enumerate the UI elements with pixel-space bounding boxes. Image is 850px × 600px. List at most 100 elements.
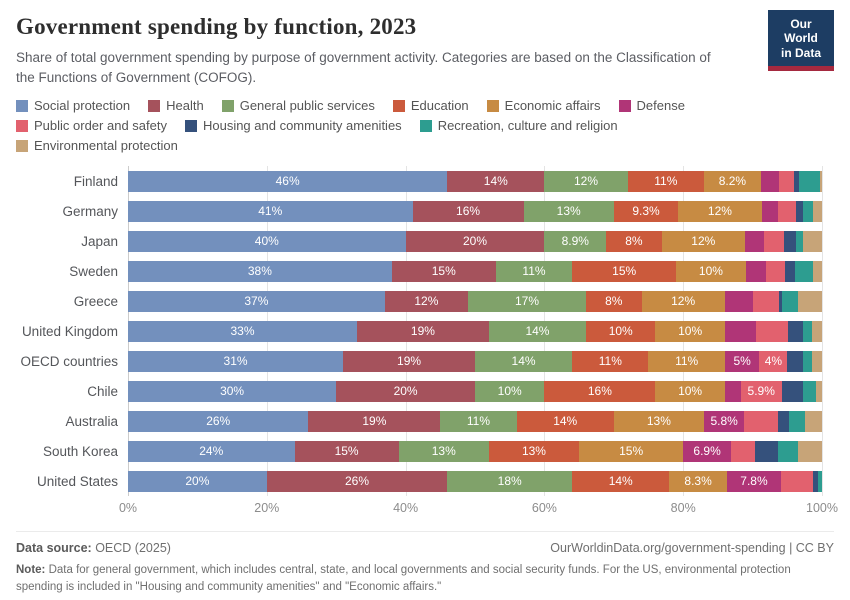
bar-segment-public-order-and-safety[interactable] bbox=[765, 260, 786, 282]
bar-segment-recreation-culture-and-religion[interactable] bbox=[802, 200, 813, 222]
bar-segment-education[interactable]: 10% bbox=[586, 320, 656, 342]
bar-segment-environmental-protection[interactable] bbox=[798, 290, 822, 312]
bar-segment-social-protection[interactable]: 30% bbox=[128, 380, 337, 402]
bar-segment-defense[interactable] bbox=[724, 320, 757, 342]
bar-segment-economic-affairs[interactable]: 10% bbox=[676, 260, 746, 282]
legend-item-education[interactable]: Education bbox=[392, 98, 469, 113]
bar-segment-defense[interactable] bbox=[724, 290, 753, 312]
bar-segment-general-public-services[interactable]: 11% bbox=[495, 260, 573, 282]
bar-segment-economic-affairs[interactable]: 12% bbox=[661, 230, 745, 252]
bar-segment-housing-and-community-amenities[interactable] bbox=[777, 410, 789, 432]
bar-segment-education[interactable]: 8% bbox=[606, 230, 662, 252]
bar-segment-defense[interactable]: 6.9% bbox=[683, 440, 732, 462]
bar-segment-economic-affairs[interactable]: 10% bbox=[655, 320, 725, 342]
bar-segment-recreation-culture-and-religion[interactable] bbox=[795, 230, 803, 252]
bar-segment-social-protection[interactable]: 41% bbox=[128, 200, 413, 222]
bar-segment-health[interactable]: 26% bbox=[266, 470, 448, 492]
bar-segment-housing-and-community-amenities[interactable] bbox=[794, 170, 800, 192]
bar-segment-economic-affairs[interactable]: 13% bbox=[613, 410, 704, 432]
bar-segment-general-public-services[interactable]: 14% bbox=[474, 350, 573, 372]
bar-segment-general-public-services[interactable]: 17% bbox=[468, 290, 586, 312]
bar-segment-recreation-culture-and-religion[interactable] bbox=[803, 320, 813, 342]
bar-segment-general-public-services[interactable]: 14% bbox=[488, 320, 587, 342]
bar-segment-public-order-and-safety[interactable]: 5.9% bbox=[740, 380, 782, 402]
bar-segment-public-order-and-safety[interactable] bbox=[756, 320, 788, 342]
bar-segment-education[interactable]: 15% bbox=[572, 260, 677, 282]
bar-segment-environmental-protection[interactable] bbox=[819, 170, 822, 192]
bar-segment-general-public-services[interactable]: 8.9% bbox=[544, 230, 607, 252]
bar-segment-housing-and-community-amenities[interactable] bbox=[783, 230, 796, 252]
legend-item-defense[interactable]: Defense bbox=[618, 98, 685, 113]
bar-segment-environmental-protection[interactable] bbox=[811, 350, 822, 372]
bar-segment-social-protection[interactable]: 33% bbox=[128, 320, 358, 342]
country-label-sweden[interactable]: Sweden bbox=[69, 263, 118, 279]
bar-segment-general-public-services[interactable]: 13% bbox=[398, 440, 489, 462]
bar-segment-health[interactable]: 12% bbox=[384, 290, 469, 312]
bar-segment-environmental-protection[interactable] bbox=[812, 260, 822, 282]
bar-segment-housing-and-community-amenities[interactable] bbox=[796, 200, 803, 222]
bar-segment-social-protection[interactable]: 37% bbox=[128, 290, 385, 312]
bar-segment-housing-and-community-amenities[interactable] bbox=[781, 380, 803, 402]
bar-segment-social-protection[interactable]: 40% bbox=[128, 230, 406, 252]
country-label-germany[interactable]: Germany bbox=[62, 203, 118, 219]
bar-segment-environmental-protection[interactable] bbox=[812, 320, 822, 342]
bar-segment-defense[interactable] bbox=[745, 260, 766, 282]
bar-segment-housing-and-community-amenities[interactable] bbox=[755, 440, 778, 462]
bar-segment-general-public-services[interactable]: 18% bbox=[447, 470, 573, 492]
bar-segment-general-public-services[interactable]: 11% bbox=[440, 410, 517, 432]
bar-segment-economic-affairs[interactable]: 15% bbox=[579, 440, 684, 462]
bar-segment-social-protection[interactable]: 38% bbox=[128, 260, 392, 282]
bar-segment-environmental-protection[interactable] bbox=[815, 380, 822, 402]
country-label-australia[interactable]: Australia bbox=[65, 413, 118, 429]
bar-segment-defense[interactable] bbox=[724, 380, 741, 402]
bar-segment-housing-and-community-amenities[interactable] bbox=[812, 470, 818, 492]
bar-segment-education[interactable]: 16% bbox=[544, 380, 656, 402]
legend-item-housing-and-community-amenities[interactable]: Housing and community amenities bbox=[184, 118, 402, 133]
bar-segment-environmental-protection[interactable] bbox=[802, 230, 822, 252]
bar-segment-economic-affairs[interactable]: 12% bbox=[678, 200, 762, 222]
bar-segment-recreation-culture-and-religion[interactable] bbox=[777, 440, 799, 462]
country-label-united-states[interactable]: United States bbox=[36, 473, 118, 489]
bar-segment-general-public-services[interactable]: 10% bbox=[474, 380, 545, 402]
legend-item-social-protection[interactable]: Social protection bbox=[16, 98, 130, 113]
bar-segment-housing-and-community-amenities[interactable] bbox=[787, 350, 803, 372]
bar-segment-recreation-culture-and-religion[interactable] bbox=[788, 410, 805, 432]
country-label-oecd-countries[interactable]: OECD countries bbox=[20, 353, 118, 369]
bar-segment-social-protection[interactable]: 20% bbox=[128, 470, 267, 492]
bar-segment-environmental-protection[interactable] bbox=[804, 410, 822, 432]
bar-segment-education[interactable]: 11% bbox=[572, 350, 649, 372]
bar-segment-public-order-and-safety[interactable] bbox=[752, 290, 779, 312]
bar-segment-economic-affairs[interactable]: 8.2% bbox=[703, 170, 761, 192]
bar-segment-health[interactable]: 15% bbox=[294, 440, 399, 462]
bar-segment-recreation-culture-and-religion[interactable] bbox=[799, 170, 820, 192]
bar-segment-public-order-and-safety[interactable] bbox=[781, 470, 813, 492]
country-label-greece[interactable]: Greece bbox=[73, 293, 118, 309]
bar-segment-economic-affairs[interactable]: 8.3% bbox=[669, 470, 727, 492]
bar-segment-education[interactable]: 14% bbox=[516, 410, 614, 432]
country-label-united-kingdom[interactable]: United Kingdom bbox=[21, 323, 118, 339]
bar-segment-recreation-culture-and-religion[interactable] bbox=[817, 470, 822, 492]
bar-segment-public-order-and-safety[interactable] bbox=[764, 230, 784, 252]
bar-segment-environmental-protection[interactable] bbox=[812, 200, 822, 222]
bar-segment-public-order-and-safety[interactable] bbox=[777, 200, 797, 222]
legend-item-health[interactable]: Health bbox=[148, 98, 204, 113]
country-label-south-korea[interactable]: South Korea bbox=[42, 443, 118, 459]
bar-segment-health[interactable]: 19% bbox=[357, 320, 489, 342]
bar-segment-defense[interactable]: 5% bbox=[724, 350, 760, 372]
bar-segment-defense[interactable] bbox=[744, 230, 765, 252]
bar-segment-public-order-and-safety[interactable]: 4% bbox=[759, 350, 788, 372]
bar-segment-education[interactable]: 9.3% bbox=[613, 200, 679, 222]
legend-item-recreation-culture-and-religion[interactable]: Recreation, culture and religion bbox=[419, 118, 618, 133]
legend-item-general-public-services[interactable]: General public services bbox=[221, 98, 375, 113]
bar-segment-public-order-and-safety[interactable] bbox=[744, 410, 778, 432]
bar-segment-education[interactable]: 11% bbox=[627, 170, 704, 192]
bar-segment-defense[interactable] bbox=[760, 170, 779, 192]
bar-segment-housing-and-community-amenities[interactable] bbox=[787, 320, 804, 342]
bar-segment-health[interactable]: 19% bbox=[308, 410, 441, 432]
bar-segment-social-protection[interactable]: 31% bbox=[128, 350, 344, 372]
bar-segment-health[interactable]: 15% bbox=[391, 260, 496, 282]
bar-segment-social-protection[interactable]: 24% bbox=[128, 440, 295, 462]
bar-segment-general-public-services[interactable]: 13% bbox=[523, 200, 614, 222]
bar-segment-economic-affairs[interactable]: 11% bbox=[648, 350, 725, 372]
bar-segment-public-order-and-safety[interactable] bbox=[778, 170, 795, 192]
